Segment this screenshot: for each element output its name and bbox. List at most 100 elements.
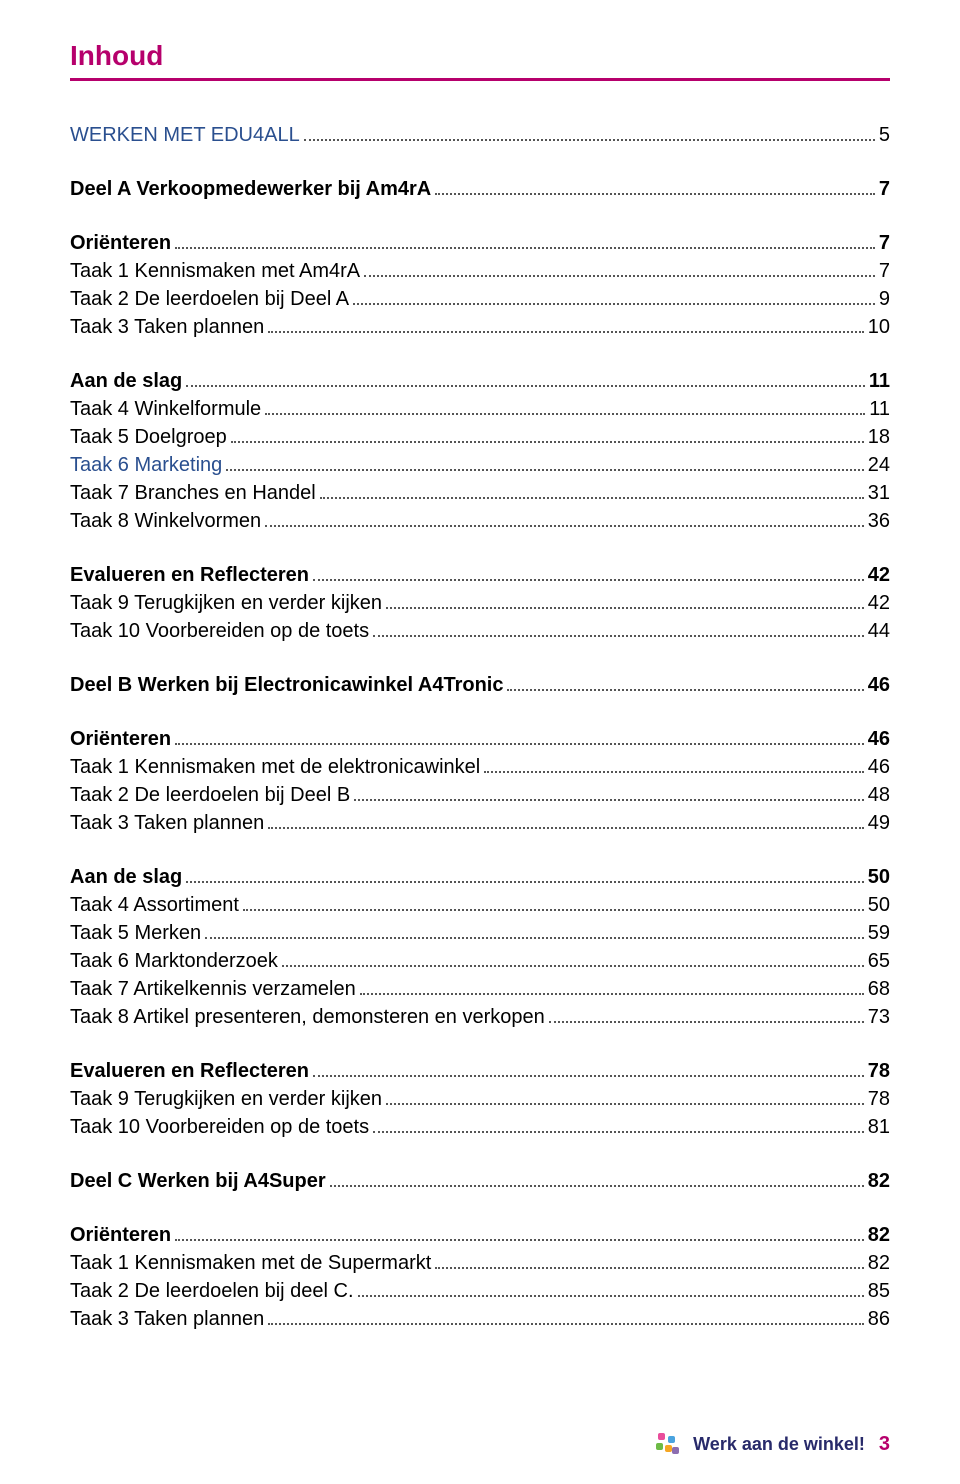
toc-row: Taak 5 Doelgroep18 — [70, 423, 890, 451]
toc-leader-dots — [175, 247, 875, 249]
toc-label[interactable]: WERKEN MET EDU4ALL — [70, 121, 300, 149]
toc-row: Taak 6 Marketing24 — [70, 451, 890, 479]
toc-page-number: 82 — [868, 1167, 890, 1195]
toc-page-number: 48 — [868, 781, 890, 809]
toc-page-number: 36 — [868, 507, 890, 535]
footer-page-number: 3 — [879, 1433, 890, 1456]
toc-leader-dots — [304, 139, 875, 141]
toc-spacer — [70, 149, 890, 175]
toc-label: Taak 9 Terugkijken en verder kijken — [70, 589, 382, 617]
toc-page-number: 49 — [868, 809, 890, 837]
toc-page-number: 50 — [868, 863, 890, 891]
toc-label: Taak 7 Branches en Handel — [70, 479, 316, 507]
toc-leader-dots — [353, 303, 875, 305]
toc-leader-dots — [231, 441, 864, 443]
toc-page-number: 85 — [868, 1277, 890, 1305]
toc-row: Taak 1 Kennismaken met de Supermarkt 82 — [70, 1249, 890, 1277]
toc-label: Taak 8 Artikel presenteren, demonsteren … — [70, 1003, 545, 1031]
toc-row: WERKEN MET EDU4ALL 5 — [70, 121, 890, 149]
toc-row: Deel A Verkoopmedewerker bij Am4rA7 — [70, 175, 890, 203]
toc-label[interactable]: Taak 6 Marketing — [70, 451, 222, 479]
toc-row: Evalueren en Reflecteren42 — [70, 561, 890, 589]
toc-page-number: 10 — [868, 313, 890, 341]
toc-row: Deel C Werken bij A4Super 82 — [70, 1167, 890, 1195]
toc-leader-dots — [205, 937, 864, 939]
toc-label: Evalueren en Reflecteren — [70, 561, 309, 589]
toc-leader-dots — [268, 331, 864, 333]
toc-leader-dots — [358, 1295, 864, 1297]
toc-row: Taak 9 Terugkijken en verder kijken78 — [70, 1085, 890, 1113]
toc-row: Oriënteren 7 — [70, 229, 890, 257]
toc-label: Deel A Verkoopmedewerker bij Am4rA — [70, 175, 431, 203]
toc-page-number: 42 — [868, 589, 890, 617]
toc-page-number: 44 — [868, 617, 890, 645]
brand-logo-icon — [655, 1432, 679, 1456]
toc-leader-dots — [265, 525, 864, 527]
toc-page-number: 5 — [879, 121, 890, 149]
toc-row: Taak 8 Artikel presenteren, demonsteren … — [70, 1003, 890, 1031]
toc-leader-dots — [175, 743, 864, 745]
toc-leader-dots — [186, 881, 863, 883]
toc-row: Oriënteren82 — [70, 1221, 890, 1249]
toc-page-number: 68 — [868, 975, 890, 1003]
toc-spacer — [70, 699, 890, 725]
toc-spacer — [70, 1141, 890, 1167]
toc-row: Taak 10 Voorbereiden op de toets44 — [70, 617, 890, 645]
toc-page-number: 7 — [879, 229, 890, 257]
toc-spacer — [70, 341, 890, 367]
toc-label: Taak 2 De leerdoelen bij deel C. — [70, 1277, 354, 1305]
toc-leader-dots — [186, 385, 865, 387]
toc-leader-dots — [175, 1239, 864, 1241]
toc-label: Oriënteren — [70, 1221, 171, 1249]
toc-label: Taak 7 Artikelkennis verzamelen — [70, 975, 356, 1003]
footer-brand: Werk aan de winkel! — [693, 1434, 865, 1455]
toc-leader-dots — [282, 965, 864, 967]
toc-page-number: 65 — [868, 947, 890, 975]
toc-label: Oriënteren — [70, 229, 171, 257]
toc-page-number: 81 — [868, 1113, 890, 1141]
toc-leader-dots — [435, 1267, 863, 1269]
toc-label: Taak 4 Winkelformule — [70, 395, 261, 423]
toc-label: Taak 3 Taken plannen — [70, 313, 264, 341]
toc-leader-dots — [435, 193, 875, 195]
toc-label: Taak 6 Marktonderzoek — [70, 947, 278, 975]
toc-label: Taak 1 Kennismaken met de Supermarkt — [70, 1249, 431, 1277]
toc-row: Taak 4 Winkelformule11 — [70, 395, 890, 423]
toc-row: Deel B Werken bij Electronicawinkel A4Tr… — [70, 671, 890, 699]
toc-label: Taak 5 Merken — [70, 919, 201, 947]
toc-row: Aan de slag11 — [70, 367, 890, 395]
toc-page-number: 46 — [868, 753, 890, 781]
toc-row: Taak 2 De leerdoelen bij deel C. 85 — [70, 1277, 890, 1305]
toc-row: Taak 3 Taken plannen86 — [70, 1305, 890, 1333]
toc-row: Taak 1 Kennismaken met de elektronicawin… — [70, 753, 890, 781]
toc-page-number: 46 — [868, 671, 890, 699]
toc-label: Taak 2 De leerdoelen bij Deel B — [70, 781, 350, 809]
toc-row: Taak 8 Winkelvormen 36 — [70, 507, 890, 535]
toc-row: Taak 3 Taken plannen 10 — [70, 313, 890, 341]
toc-leader-dots — [386, 1103, 864, 1105]
toc-row: Taak 3 Taken plannen49 — [70, 809, 890, 837]
toc-leader-dots — [507, 689, 863, 691]
toc-page-number: 82 — [868, 1249, 890, 1277]
toc-leader-dots — [364, 275, 875, 277]
toc-leader-dots — [354, 799, 864, 801]
toc-spacer — [70, 645, 890, 671]
toc-leader-dots — [373, 1131, 864, 1133]
toc-spacer — [70, 837, 890, 863]
toc-leader-dots — [313, 579, 864, 581]
toc-label: Deel C Werken bij A4Super — [70, 1167, 326, 1195]
toc-label: Oriënteren — [70, 725, 171, 753]
toc-leader-dots — [226, 469, 863, 471]
toc-page-number: 31 — [868, 479, 890, 507]
toc-leader-dots — [386, 607, 864, 609]
toc-page-number: 59 — [868, 919, 890, 947]
page-title: Inhoud — [70, 40, 890, 81]
toc-spacer — [70, 203, 890, 229]
toc-leader-dots — [549, 1021, 864, 1023]
toc-row: Taak 5 Merken 59 — [70, 919, 890, 947]
toc-leader-dots — [373, 635, 864, 637]
toc-leader-dots — [268, 1323, 864, 1325]
toc-label: Taak 8 Winkelvormen — [70, 507, 261, 535]
toc-leader-dots — [360, 993, 864, 995]
toc-page-number: 86 — [868, 1305, 890, 1333]
